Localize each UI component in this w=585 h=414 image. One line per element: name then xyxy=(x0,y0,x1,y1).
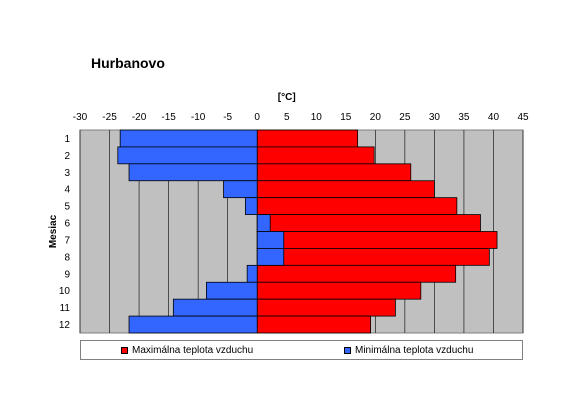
legend-label-max: Maximálna teplota vzduchu xyxy=(132,345,254,356)
x-tick-label: -10 xyxy=(191,112,206,123)
y-tick-label: 12 xyxy=(59,320,71,331)
y-tick-label: 3 xyxy=(64,168,70,179)
bar-max-month-11 xyxy=(256,298,396,317)
x-tick-label: 40 xyxy=(488,112,500,123)
legend-item-max: Maximálna teplota vzduchu xyxy=(121,345,253,356)
chart-title: Hurbanovo xyxy=(91,55,165,71)
bar-max-month-10 xyxy=(256,281,422,300)
y-tick-label: 6 xyxy=(64,219,70,230)
bar-min-month-9 xyxy=(246,264,258,283)
bar-max-month-5 xyxy=(256,197,458,215)
bar-max-month-3 xyxy=(256,163,412,182)
bar-min-month-11 xyxy=(172,298,258,317)
y-tick-label: 9 xyxy=(64,269,70,280)
y-axis-label: Mesiac xyxy=(48,214,59,248)
bar-min-month-2 xyxy=(117,146,258,165)
bar-max-month-12 xyxy=(256,315,372,334)
chart: -30 -25 -20 -15 -10 -5 0 5 10 15 20 25 30 35 40 45[°C]M… xyxy=(48,92,529,334)
x-tick-label: 0 xyxy=(254,112,260,123)
bar-min-month-12 xyxy=(128,315,258,334)
bar-max-month-7 xyxy=(256,231,498,249)
x-unit-label: [°C] xyxy=(278,92,296,103)
x-tick-label: 10 xyxy=(311,112,323,123)
bar-min-month-4 xyxy=(223,180,258,199)
bar-max-month-2 xyxy=(256,146,375,165)
bar-max-month-4 xyxy=(256,180,435,199)
x-tick-label: -20 xyxy=(132,112,147,123)
legend-label-min: Minimálna teplota vzduchu xyxy=(355,345,474,356)
legend-swatch-max xyxy=(121,347,128,354)
y-tick-label: 4 xyxy=(64,185,70,196)
bar-min-month-8 xyxy=(256,248,285,266)
bar-max-month-1 xyxy=(256,129,359,148)
bar-min-month-5 xyxy=(244,197,258,215)
x-tick-label: 35 xyxy=(458,112,470,123)
legend-swatch-min xyxy=(344,347,351,354)
y-tick-label: 10 xyxy=(59,286,71,297)
y-tick-label: 8 xyxy=(64,252,70,263)
bar-min-month-6 xyxy=(256,214,271,232)
bar-min-month-10 xyxy=(206,281,258,300)
bar-max-month-6 xyxy=(256,214,481,232)
bar-max-month-8 xyxy=(256,248,490,266)
x-tick-label: 45 xyxy=(517,112,529,123)
legend: Maximálna teplota vzduchu Minimálna tepl… xyxy=(80,340,523,360)
x-tick-label: -30 xyxy=(73,112,88,123)
x-tick-label: 20 xyxy=(370,112,382,123)
bar-min-month-1 xyxy=(119,129,258,148)
x-tick-label: -5 xyxy=(223,112,232,123)
x-tick-label: -15 xyxy=(161,112,176,123)
bar-max-month-9 xyxy=(256,264,457,283)
legend-item-min: Minimálna teplota vzduchu xyxy=(344,345,473,356)
x-tick-label: -25 xyxy=(102,112,117,123)
x-tick-label: 25 xyxy=(399,112,411,123)
y-tick-label: 2 xyxy=(64,151,70,162)
x-tick-label: 5 xyxy=(284,112,290,123)
bar-min-month-3 xyxy=(128,163,258,182)
x-tick-label: 15 xyxy=(340,112,352,123)
x-tick-label: 30 xyxy=(429,112,441,123)
y-tick-label: 1 xyxy=(64,134,70,145)
bar-min-month-7 xyxy=(256,231,285,249)
y-tick-label: 5 xyxy=(64,202,70,213)
y-tick-label: 7 xyxy=(64,235,70,246)
y-tick-label: 11 xyxy=(60,303,71,314)
